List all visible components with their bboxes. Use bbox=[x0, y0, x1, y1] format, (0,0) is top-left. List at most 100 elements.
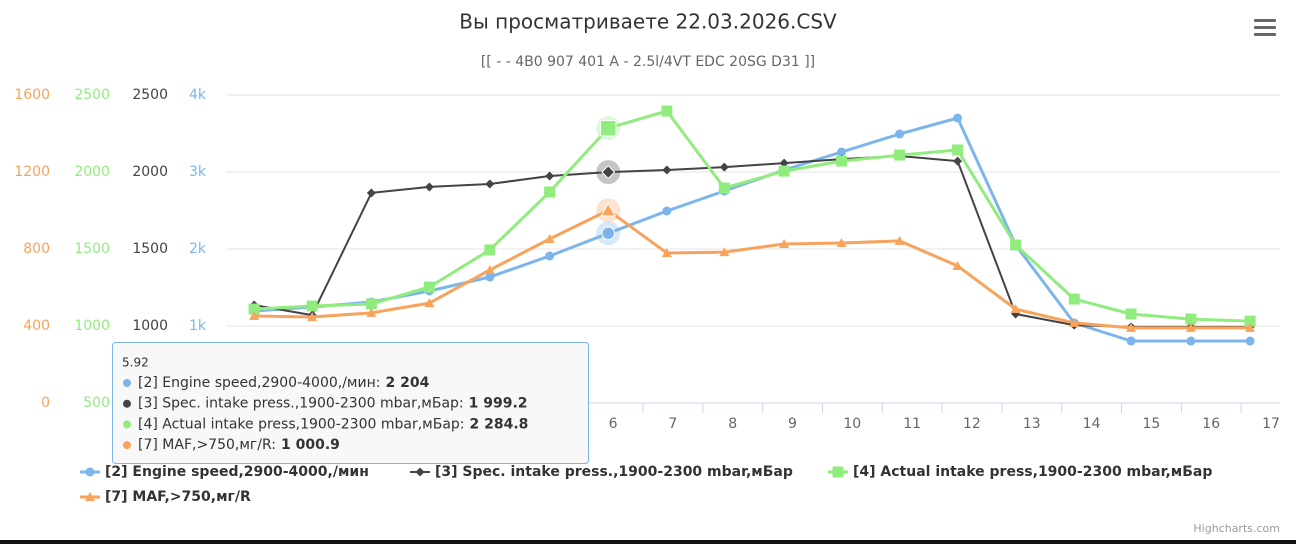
data-point bbox=[545, 171, 555, 181]
legend-symbol bbox=[85, 467, 95, 477]
legend-label: [3] Spec. intake press.,1900-2300 mbar,м… bbox=[435, 464, 793, 480]
data-point bbox=[718, 182, 730, 194]
data-point bbox=[484, 264, 495, 274]
data-point bbox=[1245, 322, 1256, 332]
tooltip-label: [4] Actual intake press,1900-2300 mbar,м… bbox=[138, 416, 465, 432]
data-point bbox=[544, 186, 556, 198]
legend-item[interactable]: [7] MAF,>750,мг/R bbox=[80, 489, 251, 505]
data-point bbox=[366, 307, 377, 317]
x-tick-label: 11 bbox=[903, 416, 921, 432]
y-tick-label: 2k bbox=[189, 241, 207, 257]
series-line bbox=[254, 208, 1251, 330]
x-tick-label: 6 bbox=[609, 416, 618, 432]
data-point bbox=[249, 310, 260, 320]
data-point bbox=[1125, 308, 1137, 320]
data-point bbox=[1068, 293, 1080, 305]
legend-symbol bbox=[415, 467, 425, 477]
data-point bbox=[424, 182, 434, 192]
x-tick-label: 12 bbox=[963, 416, 981, 432]
series-line bbox=[253, 155, 1251, 328]
tooltip-line: [4] Actual intake press,1900-2300 mbar,м… bbox=[138, 416, 528, 432]
y-tick-label: 800 bbox=[23, 241, 50, 257]
x-tick-label: 15 bbox=[1142, 416, 1160, 432]
x-tick-label: 16 bbox=[1202, 416, 1220, 432]
legend-label: [2] Engine speed,2900-4000,/мин bbox=[105, 464, 369, 480]
x-tick-label: 8 bbox=[728, 416, 737, 432]
tooltip-header: 5.92 bbox=[122, 356, 149, 370]
data-point bbox=[1185, 322, 1196, 332]
data-point bbox=[1010, 304, 1021, 314]
menu-button[interactable] bbox=[1254, 19, 1276, 36]
y-tick-label: 1600 bbox=[14, 87, 50, 103]
chart-title: Вы просматриваете 22.03.2026.CSV bbox=[459, 10, 837, 34]
data-point bbox=[894, 149, 906, 161]
data-point bbox=[894, 235, 905, 245]
data-point bbox=[778, 165, 790, 177]
data-point bbox=[662, 206, 672, 216]
tooltip-bullet bbox=[123, 379, 131, 387]
legend-label: [4] Actual intake press,1900-2300 mbar,м… bbox=[853, 464, 1212, 480]
series bbox=[249, 198, 1256, 332]
tooltip-bullet bbox=[123, 420, 131, 429]
data-point bbox=[1185, 313, 1197, 325]
frame-edge bbox=[0, 540, 1296, 544]
data-point bbox=[484, 244, 496, 256]
series-line bbox=[254, 109, 1251, 323]
data-point bbox=[952, 260, 963, 270]
y-tick-label: 1000 bbox=[132, 318, 168, 334]
data-point bbox=[895, 129, 905, 139]
y-tick-label: 1k bbox=[189, 318, 207, 334]
data-point bbox=[544, 233, 555, 243]
x-tick-label: 9 bbox=[788, 416, 797, 432]
y-tick-label: 2500 bbox=[132, 87, 168, 103]
data-point bbox=[248, 303, 260, 315]
data-point bbox=[661, 105, 673, 117]
data-point bbox=[1010, 239, 1022, 251]
tooltip-line: [7] MAF,>750,мг/R: 1 000.9 bbox=[138, 437, 340, 453]
data-point bbox=[836, 155, 848, 167]
y-tick-label: 0 bbox=[41, 395, 50, 411]
legend-item[interactable]: [4] Actual intake press,1900-2300 mbar,м… bbox=[828, 464, 1212, 480]
legend-label: [7] MAF,>750,мг/R bbox=[105, 489, 251, 505]
tooltip-line: [2] Engine speed,2900-4000,/мин: 2 204 bbox=[138, 375, 430, 391]
tooltip-bullet bbox=[123, 441, 131, 450]
credit[interactable]: Highcharts.com bbox=[1193, 522, 1280, 535]
data-point bbox=[601, 226, 616, 241]
legend-symbol bbox=[85, 492, 95, 501]
data-point bbox=[485, 179, 495, 189]
tooltip: 5.92 [2] Engine speed,2900-4000,/мин: 2 20… bbox=[112, 342, 589, 464]
data-point bbox=[1126, 322, 1137, 332]
data-point bbox=[1186, 336, 1196, 346]
data-point bbox=[601, 165, 616, 180]
data-point bbox=[779, 158, 789, 168]
menu-bar bbox=[1254, 33, 1276, 36]
legend-item[interactable]: [3] Spec. intake press.,1900-2300 mbar,м… bbox=[410, 464, 793, 480]
data-point bbox=[779, 238, 790, 248]
data-point bbox=[485, 272, 495, 282]
data-point bbox=[424, 298, 435, 308]
data-point bbox=[953, 156, 963, 166]
y-tick-label: 2500 bbox=[74, 87, 110, 103]
data-point bbox=[719, 247, 730, 257]
legend-symbol bbox=[832, 466, 844, 478]
x-tick-label: 13 bbox=[1023, 416, 1041, 432]
menu-bar bbox=[1254, 26, 1276, 29]
y-tick-label: 1000 bbox=[74, 318, 110, 334]
y-tick-label: 4k bbox=[189, 87, 207, 103]
data-point bbox=[307, 311, 318, 321]
data-point bbox=[1244, 315, 1256, 327]
data-point bbox=[952, 144, 964, 156]
data-point bbox=[423, 281, 435, 293]
y-tick-label: 1500 bbox=[132, 241, 168, 257]
data-point bbox=[719, 162, 729, 172]
data-point bbox=[1126, 336, 1136, 346]
data-point bbox=[953, 113, 963, 123]
y-tick-label: 2000 bbox=[74, 164, 110, 180]
data-point bbox=[545, 251, 555, 261]
x-tick-label: 17 bbox=[1262, 416, 1280, 432]
legend-item[interactable]: [2] Engine speed,2900-4000,/мин bbox=[80, 464, 369, 480]
y-tick-label: 2000 bbox=[132, 164, 168, 180]
tooltip-value: 2 204 bbox=[385, 375, 429, 391]
tooltip-label: [3] Spec. intake press.,1900-2300 mbar,м… bbox=[138, 396, 464, 412]
